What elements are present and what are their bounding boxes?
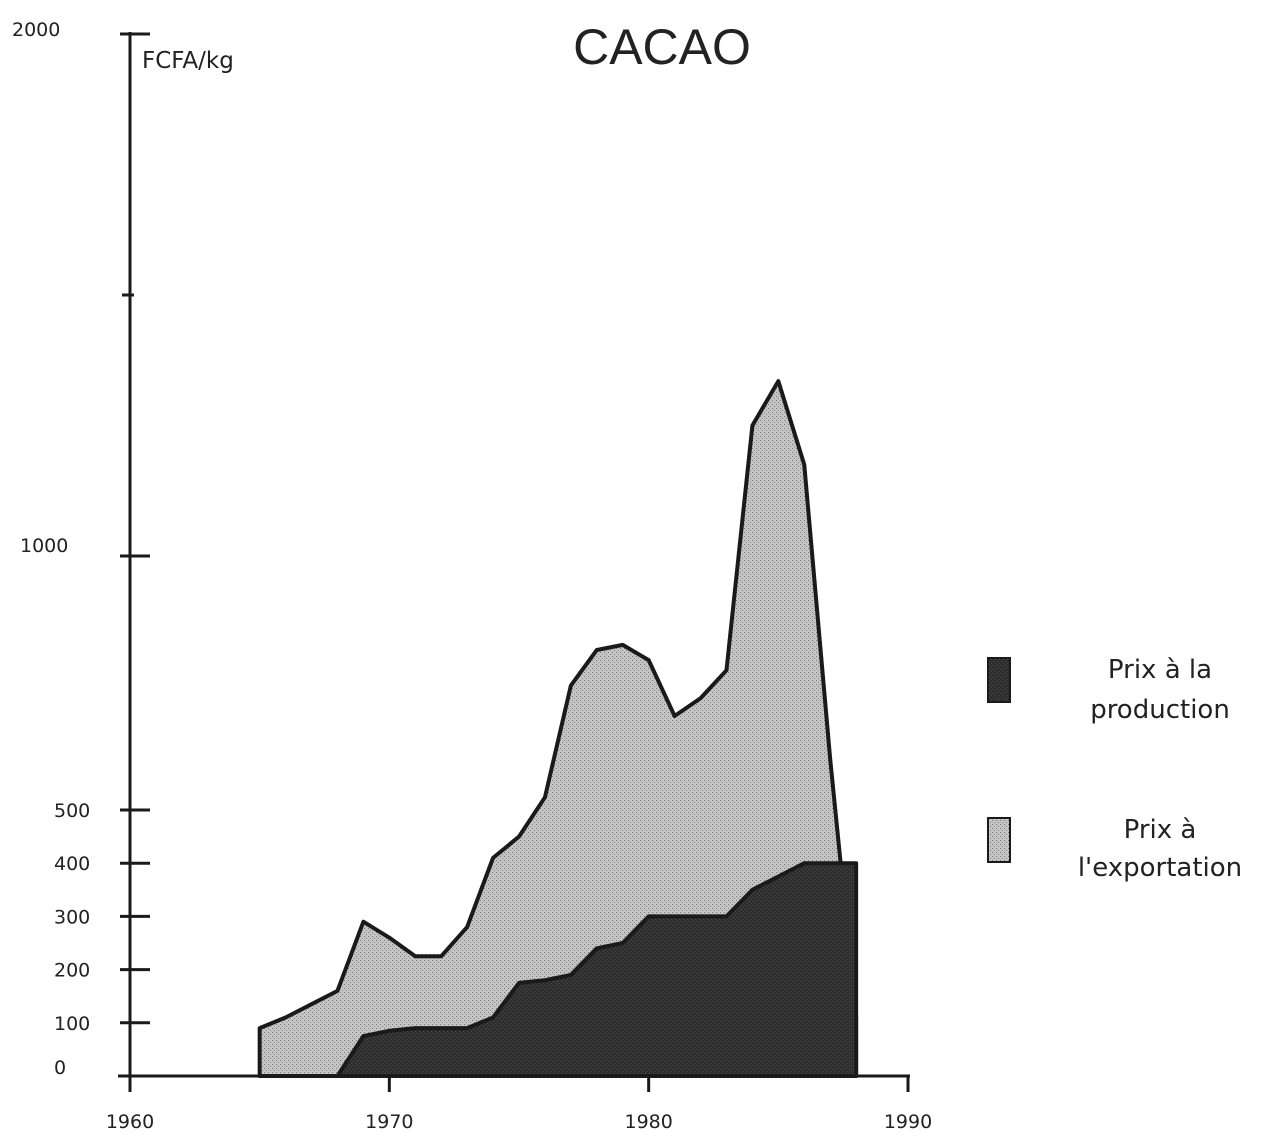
legend-label-export-line1: Prix à — [1124, 815, 1197, 845]
x-tick-label: 1970 — [365, 1111, 413, 1133]
plot-areas — [257, 379, 859, 1078]
y-tick-label: 2000 — [12, 19, 60, 41]
y-tick-label: 400 — [54, 853, 90, 875]
y-tick-label: 1000 — [20, 535, 68, 557]
x-tick-label: 1960 — [106, 1111, 154, 1133]
y-tick-label: 200 — [54, 960, 90, 982]
y-ticks: 0 100 200 300 400 500 1000 2000 — [12, 19, 150, 1079]
legend-label-production-line2: production — [1090, 695, 1230, 725]
y-tick-label: 500 — [54, 800, 90, 822]
axes — [118, 32, 910, 1078]
x-tick-label: 1990 — [884, 1111, 932, 1133]
series-area-production — [257, 861, 859, 1078]
legend-swatch-production — [987, 657, 1011, 703]
series-area-export — [257, 379, 859, 1078]
y-tick-label: 300 — [54, 906, 90, 928]
y-axis-unit-label: FCFA/kg — [142, 48, 234, 74]
x-tick-label: 1980 — [624, 1111, 672, 1133]
legend: Prix à la production Prix à l'exportatio… — [987, 655, 1242, 883]
x-ticks: 1960 1970 1980 1990 — [106, 1076, 932, 1133]
chart-title: CACAO — [573, 19, 751, 75]
legend-swatch-export — [987, 817, 1011, 863]
y-tick-label: 0 — [54, 1057, 66, 1079]
y-tick-label: 100 — [54, 1013, 90, 1035]
legend-label-export-line2: l'exportation — [1078, 853, 1242, 883]
legend-label-production-line1: Prix à la — [1108, 655, 1212, 685]
